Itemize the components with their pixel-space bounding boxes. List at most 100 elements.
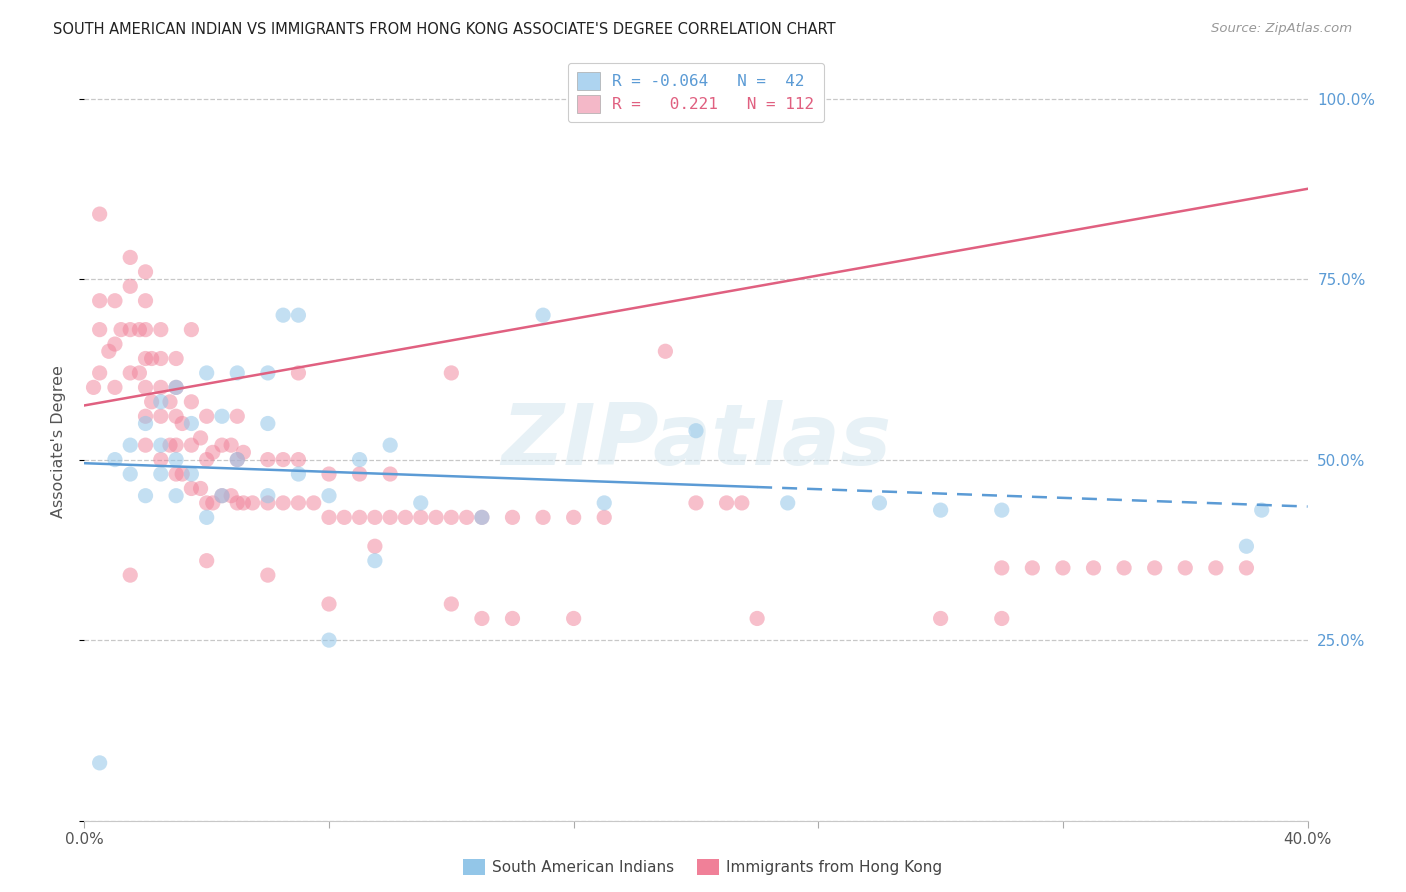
Point xyxy=(257,452,280,467)
Point xyxy=(135,351,157,366)
Point xyxy=(135,438,157,452)
Point xyxy=(165,489,187,503)
Point xyxy=(149,351,172,366)
Point xyxy=(135,293,157,308)
Point xyxy=(211,489,233,503)
Point xyxy=(180,323,202,337)
Point xyxy=(120,366,142,380)
Point xyxy=(440,597,463,611)
Point xyxy=(83,380,105,394)
Point xyxy=(159,394,181,409)
Point xyxy=(1236,561,1258,575)
Point xyxy=(318,467,340,481)
Point xyxy=(440,510,463,524)
Point xyxy=(425,510,447,524)
Point xyxy=(226,452,249,467)
Point xyxy=(502,510,524,524)
Point xyxy=(135,265,157,279)
Point xyxy=(929,503,952,517)
Point xyxy=(287,496,309,510)
Point xyxy=(257,366,280,380)
Point xyxy=(165,380,187,394)
Point xyxy=(120,568,142,582)
Point xyxy=(104,380,127,394)
Point xyxy=(456,510,478,524)
Point xyxy=(991,561,1014,575)
Point xyxy=(409,496,432,510)
Point xyxy=(110,323,132,337)
Point xyxy=(257,489,280,503)
Point xyxy=(159,438,181,452)
Point xyxy=(318,489,340,503)
Point xyxy=(226,409,249,424)
Point xyxy=(1250,503,1272,517)
Point xyxy=(149,438,172,452)
Point xyxy=(562,611,585,625)
Point xyxy=(349,452,371,467)
Point xyxy=(929,611,952,625)
Point xyxy=(149,452,172,467)
Point xyxy=(257,496,280,510)
Point xyxy=(991,611,1014,625)
Point xyxy=(593,496,616,510)
Point xyxy=(287,467,309,481)
Point xyxy=(180,438,202,452)
Point xyxy=(349,510,371,524)
Point xyxy=(364,539,387,553)
Point xyxy=(380,467,402,481)
Point xyxy=(287,366,309,380)
Point xyxy=(394,510,416,524)
Point xyxy=(97,344,120,359)
Point xyxy=(731,496,754,510)
Point xyxy=(165,351,187,366)
Point xyxy=(149,323,172,337)
Point xyxy=(531,308,554,322)
Point xyxy=(195,409,218,424)
Point xyxy=(104,293,127,308)
Point xyxy=(141,351,163,366)
Text: SOUTH AMERICAN INDIAN VS IMMIGRANTS FROM HONG KONG ASSOCIATE'S DEGREE CORRELATIO: SOUTH AMERICAN INDIAN VS IMMIGRANTS FROM… xyxy=(53,22,837,37)
Point xyxy=(364,510,387,524)
Point xyxy=(211,438,233,452)
Point xyxy=(716,496,738,510)
Point xyxy=(89,207,111,221)
Point xyxy=(1021,561,1043,575)
Point xyxy=(271,496,294,510)
Point xyxy=(195,510,218,524)
Point xyxy=(502,611,524,625)
Point xyxy=(135,323,157,337)
Point xyxy=(318,633,340,648)
Point xyxy=(195,366,218,380)
Point xyxy=(219,489,242,503)
Point xyxy=(201,496,224,510)
Point xyxy=(271,452,294,467)
Point xyxy=(135,417,157,431)
Point xyxy=(685,424,707,438)
Point xyxy=(89,293,111,308)
Point xyxy=(776,496,799,510)
Point xyxy=(128,323,150,337)
Point xyxy=(190,431,212,445)
Point xyxy=(120,467,142,481)
Point xyxy=(149,394,172,409)
Point xyxy=(195,452,218,467)
Point xyxy=(128,366,150,380)
Point xyxy=(120,251,142,265)
Point xyxy=(531,510,554,524)
Point xyxy=(89,366,111,380)
Point xyxy=(120,279,142,293)
Point xyxy=(195,496,218,510)
Point xyxy=(654,344,676,359)
Point xyxy=(287,452,309,467)
Point xyxy=(1052,561,1074,575)
Point xyxy=(190,482,212,496)
Point xyxy=(89,323,111,337)
Point xyxy=(349,467,371,481)
Point xyxy=(149,380,172,394)
Point xyxy=(120,323,142,337)
Point xyxy=(440,366,463,380)
Text: ZIPatlas: ZIPatlas xyxy=(501,400,891,483)
Point xyxy=(380,510,402,524)
Point xyxy=(165,438,187,452)
Point xyxy=(165,409,187,424)
